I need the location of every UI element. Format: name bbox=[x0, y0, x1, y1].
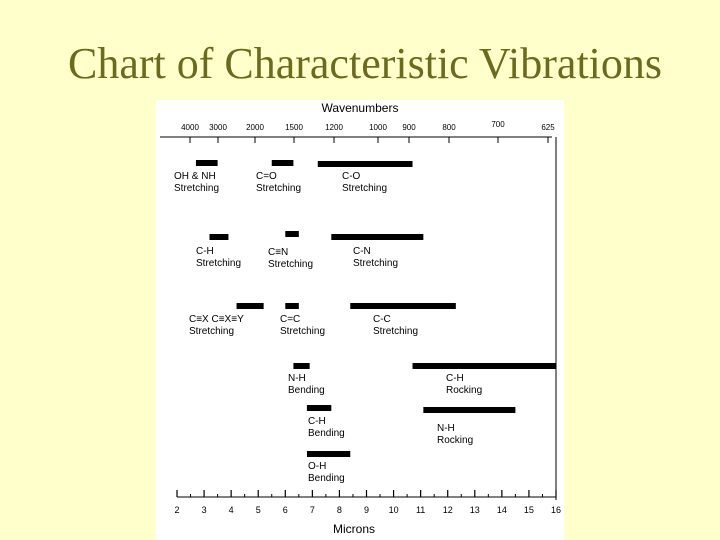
micron-tick-label: 14 bbox=[497, 505, 507, 515]
chart-panel: Wavenumbers Microns 4000 3000 2000 1500 1200 10… bbox=[156, 100, 564, 540]
bar-c-c-stretching bbox=[285, 303, 299, 309]
bar-label-c-h-rocking: Rocking bbox=[446, 385, 482, 396]
bar-label-c-n-stretching: C≡N bbox=[268, 247, 288, 258]
bar-oh-nh-stretching bbox=[195, 160, 218, 166]
bar-label-c-h-bending: C-H bbox=[308, 416, 326, 427]
page-title: Chart of Characteristic Vibrations bbox=[67, 39, 663, 88]
bar-label-o-h-bending: Bending bbox=[308, 473, 345, 484]
bar-label-n-h-rocking: Rocking bbox=[437, 435, 473, 446]
bar-label-c-n-stretching: Stretching bbox=[353, 258, 398, 269]
wavenumber-tick-label: 625 bbox=[541, 123, 555, 132]
bar-label-c-o-stretching: C=O bbox=[256, 171, 277, 182]
bar-c-c-stretching bbox=[350, 303, 456, 309]
wavenumber-tick-label: 700 bbox=[491, 120, 505, 129]
bar-c-x-c-x-y-stretching bbox=[236, 303, 264, 309]
bar-label-c-x-c-x-y-stretching: Stretching bbox=[189, 326, 234, 337]
micron-tick-label: 7 bbox=[310, 505, 315, 515]
bar-o-h-bending bbox=[306, 451, 351, 457]
bar-label-c-h-rocking: C-H bbox=[446, 373, 464, 384]
wavenumber-tick-label: 900 bbox=[402, 123, 416, 132]
wavenumber-tick-label: 2000 bbox=[246, 123, 264, 132]
bar-label-c-o-stretching: Stretching bbox=[256, 183, 301, 194]
bar-label-n-h-bending: Bending bbox=[288, 385, 325, 396]
top-axis-label: Wavenumbers bbox=[322, 101, 399, 115]
micron-tick-label: 11 bbox=[416, 505, 425, 515]
bar-c-o-stretching bbox=[317, 161, 413, 167]
micron-tick-label: 4 bbox=[229, 505, 234, 515]
micron-tick-label: 12 bbox=[443, 505, 453, 515]
bar-c-h-bending bbox=[306, 405, 332, 411]
bar-c-n-stretching bbox=[331, 234, 424, 240]
bar-label-c-h-stretching: Stretching bbox=[196, 258, 241, 269]
wavenumber-tick-label: 3000 bbox=[209, 123, 227, 132]
bar-label-c-n-stretching: C-N bbox=[353, 246, 371, 257]
bar-label-oh-nh-stretching: OH & NH bbox=[174, 171, 216, 182]
wavenumber-tick-label: 800 bbox=[442, 123, 456, 132]
micron-tick-label: 9 bbox=[364, 505, 369, 515]
bar-label-n-h-rocking: N-H bbox=[437, 423, 455, 434]
micron-tick-label: 15 bbox=[524, 505, 534, 515]
bar-label-c-h-stretching: C-H bbox=[196, 246, 214, 257]
bar-label-c-c-stretching: C-C bbox=[373, 314, 391, 325]
micron-tick-label: 16 bbox=[551, 505, 561, 515]
bar-c-h-rocking bbox=[412, 363, 556, 369]
micron-tick-label: 3 bbox=[202, 505, 207, 515]
micron-tick-label: 5 bbox=[256, 505, 261, 515]
bar-label-c-c-stretching: C=C bbox=[280, 314, 300, 325]
wavenumber-tick-label: 1200 bbox=[325, 123, 343, 132]
bar-label-c-c-stretching: Stretching bbox=[280, 326, 325, 337]
bar-label-c-o-stretching: C-O bbox=[342, 171, 361, 182]
bar-label-n-h-bending: N-H bbox=[288, 373, 306, 384]
micron-tick-label: 10 bbox=[389, 505, 399, 515]
wavenumber-tick-label: 1500 bbox=[285, 123, 303, 132]
bar-c-h-stretching bbox=[209, 234, 229, 240]
bottom-axis-label: Microns bbox=[333, 522, 375, 536]
wavenumber-tick-label: 4000 bbox=[181, 123, 199, 132]
micron-tick-label: 6 bbox=[283, 505, 288, 515]
bar-label-c-h-bending: Bending bbox=[308, 428, 345, 439]
bar-label-c-n-stretching: Stretching bbox=[268, 259, 313, 270]
bar-label-oh-nh-stretching: Stretching bbox=[174, 183, 219, 194]
bar-c-n-stretching bbox=[285, 231, 299, 237]
bar-label-c-o-stretching: Stretching bbox=[342, 183, 387, 194]
bar-label-o-h-bending: O-H bbox=[308, 461, 326, 472]
bar-label-c-c-stretching: Stretching bbox=[373, 326, 418, 337]
bar-label-c-x-c-x-y-stretching: C≡X C≡X≡Y bbox=[189, 314, 244, 325]
bar-n-h-bending bbox=[293, 363, 310, 369]
micron-tick-label: 8 bbox=[337, 505, 342, 515]
wavenumber-tick-label: 1000 bbox=[369, 123, 387, 132]
bar-c-o-stretching bbox=[271, 160, 294, 166]
vibration-chart: Wavenumbers Microns 4000 3000 2000 1500 1200 10… bbox=[160, 101, 561, 536]
bar-n-h-rocking bbox=[423, 407, 516, 413]
micron-tick-label: 2 bbox=[174, 505, 179, 515]
micron-tick-label: 13 bbox=[470, 505, 480, 515]
